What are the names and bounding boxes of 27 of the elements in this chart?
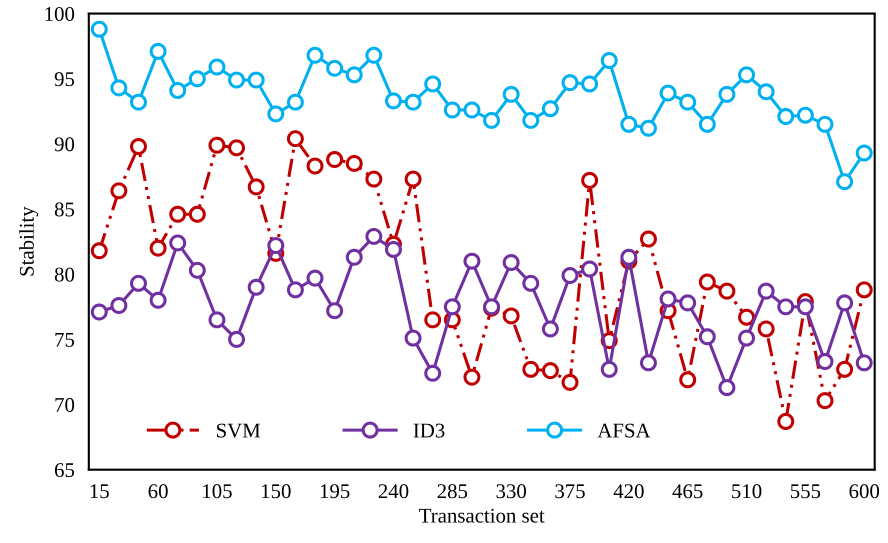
x-tick-label: 240 xyxy=(378,484,408,498)
y-tick-label: 70 xyxy=(55,398,74,412)
x-tick-label: 105 xyxy=(203,484,232,498)
x-tick-label: 330 xyxy=(496,484,526,498)
y-tick-label: 100 xyxy=(45,6,74,22)
y-tick-label: 75 xyxy=(55,332,74,347)
y-tick-label: 85 xyxy=(54,202,74,216)
x-tick-label: 375 xyxy=(555,484,585,498)
x-tick-label: 465 xyxy=(672,484,702,498)
y-tick-label: 95 xyxy=(54,72,74,86)
x-tick-label: 600 xyxy=(849,484,880,498)
x-tick-label: 195 xyxy=(320,484,350,498)
x-tick-label: 15 xyxy=(90,484,109,498)
y-tick-label: 80 xyxy=(54,268,74,282)
legend-label: AFSA xyxy=(598,424,650,438)
x-tick-label: 510 xyxy=(732,484,762,498)
x-tick-label: 420 xyxy=(614,484,644,498)
x-tick-label: 555 xyxy=(790,484,820,498)
x-tick-label: 285 xyxy=(438,484,468,498)
x-tick-label: 60 xyxy=(148,484,168,498)
legend-label: SVM xyxy=(216,424,260,438)
y-tick-label: 90 xyxy=(54,137,74,152)
x-axis-title: Transaction set xyxy=(419,508,545,523)
y-axis-title: Stability xyxy=(19,206,38,276)
y-tick-label: 65 xyxy=(54,463,74,478)
legend-label: ID3 xyxy=(414,424,444,438)
x-tick-label: 150 xyxy=(262,484,291,498)
